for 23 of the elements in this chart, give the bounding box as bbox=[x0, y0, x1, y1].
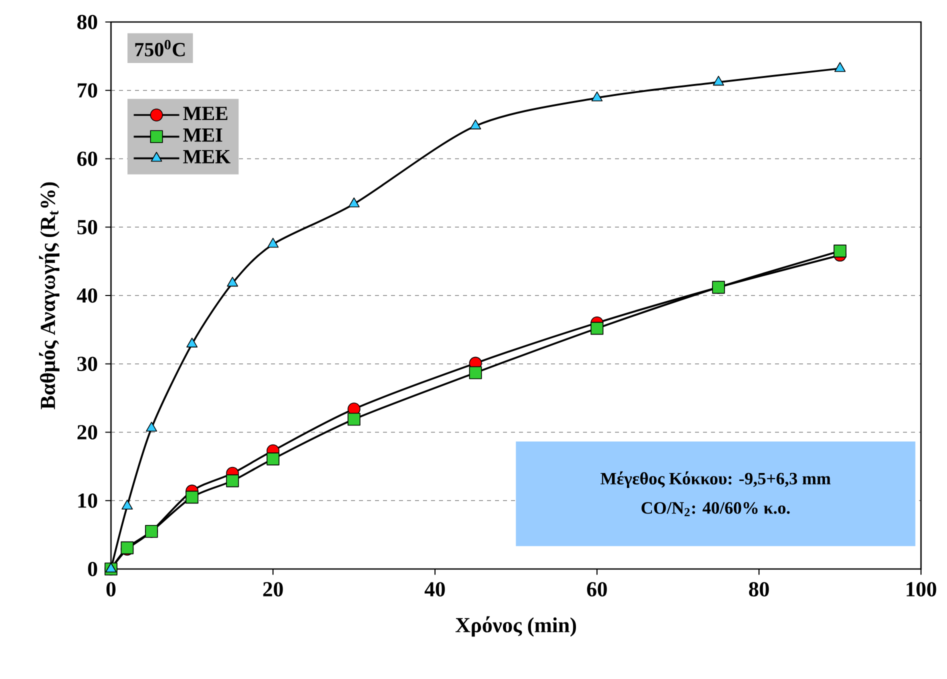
legend-label: MEI bbox=[183, 128, 222, 142]
y-tick-label: 50 bbox=[77, 220, 98, 234]
annotation: CO/N$_{2}$: 40/60% κ.ο. bbox=[642, 502, 790, 516]
y-axis-title: Βαθμός Αναγωγής (R$_{t}$%) bbox=[39, 182, 60, 410]
y-tick-label: 70 bbox=[78, 83, 98, 98]
x-axis-title: Χρόνος (min) bbox=[456, 616, 576, 637]
annotation: Μέγεθος Κόκκου: -9,5+6,3 mm bbox=[600, 471, 831, 488]
y-tick-label: 30 bbox=[77, 356, 98, 372]
x-tick-label: 100 bbox=[906, 582, 936, 596]
x-tick-label: 0 bbox=[106, 582, 116, 596]
x-tick-label: 80 bbox=[749, 582, 769, 596]
y-tick-label: 80 bbox=[77, 14, 98, 30]
x-tick-label: 40 bbox=[424, 582, 445, 596]
x-tick-label: 60 bbox=[587, 582, 607, 596]
x-tick-label: 20 bbox=[263, 582, 283, 596]
legend-label: MEE bbox=[183, 106, 228, 120]
legend-label: MEK bbox=[183, 150, 230, 164]
legend-title: 750$^{0}$C bbox=[135, 40, 185, 56]
y-tick-label: 10 bbox=[78, 493, 98, 508]
y-tick-label: 60 bbox=[77, 152, 98, 166]
y-tick-label: 40 bbox=[76, 288, 98, 303]
y-tick-label: 0 bbox=[88, 562, 98, 576]
y-tick-label: 20 bbox=[77, 425, 98, 440]
